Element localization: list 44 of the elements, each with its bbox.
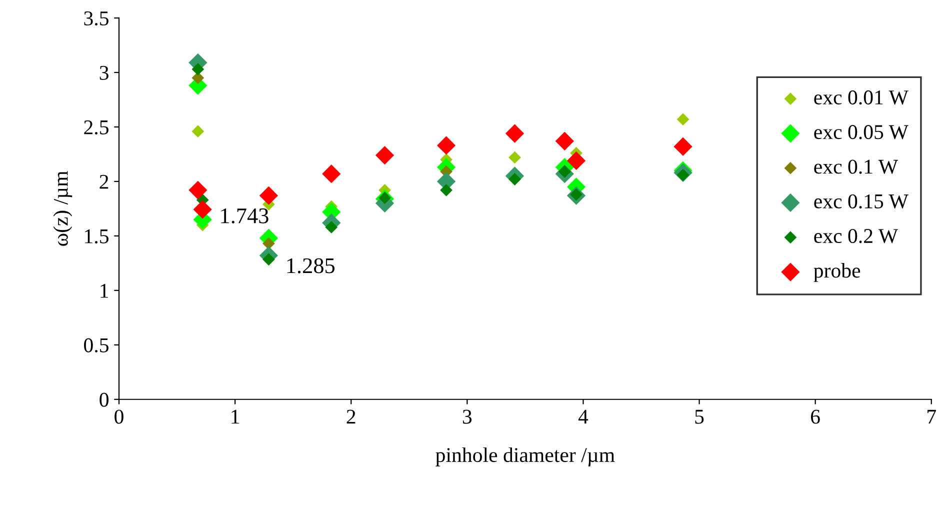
x-tick-label: 2 — [346, 410, 356, 424]
point — [505, 124, 524, 143]
point — [193, 200, 212, 219]
point — [259, 186, 278, 205]
point — [192, 125, 204, 138]
y-tick-label: 1 — [100, 284, 108, 298]
x-tick-label: 6 — [811, 410, 820, 424]
legend-label: exc 0.2 W — [814, 228, 898, 244]
point — [188, 180, 208, 200]
y-tick-label: 2.5 — [84, 120, 108, 134]
legend-label: exc 0.15 W — [814, 194, 908, 209]
annotation: 1.285 — [287, 258, 335, 274]
point — [325, 220, 338, 234]
y-tick-label: 0.5 — [84, 338, 108, 352]
x-tick-label: 3 — [462, 410, 472, 424]
x-tick-label: 5 — [695, 410, 704, 424]
point — [566, 151, 586, 170]
y-tick-label: 3.5 — [84, 11, 108, 26]
y-tick-label: 0 — [100, 392, 108, 407]
point — [192, 62, 204, 76]
legend-label: probe — [814, 263, 860, 282]
y-axis-title: ω(z) /µm — [53, 170, 72, 246]
point — [322, 164, 341, 184]
point — [262, 253, 275, 266]
point — [676, 113, 690, 126]
x-tick-label: 7 — [928, 410, 936, 424]
point — [555, 132, 574, 150]
point — [378, 192, 391, 204]
point — [436, 136, 456, 155]
x-axis-title: pinhole diameter /µm — [436, 447, 615, 466]
legend-label: exc 0.05 W — [814, 125, 908, 140]
x-tick-label: 4 — [578, 410, 588, 424]
point — [674, 137, 692, 156]
x-tick-label: 0 — [114, 410, 124, 424]
y-tick-label: 2 — [100, 174, 108, 189]
x-tick-label: 1 — [232, 410, 240, 424]
legend-label: exc 0.1 W — [814, 160, 898, 174]
point — [440, 184, 452, 196]
point — [508, 151, 521, 164]
legend-label: exc 0.01 W — [814, 90, 908, 105]
y-tick-label: 3 — [100, 66, 108, 80]
y-tick-label: 1.5 — [85, 229, 108, 244]
point — [375, 146, 394, 165]
annotation: 1.743 — [221, 208, 268, 224]
